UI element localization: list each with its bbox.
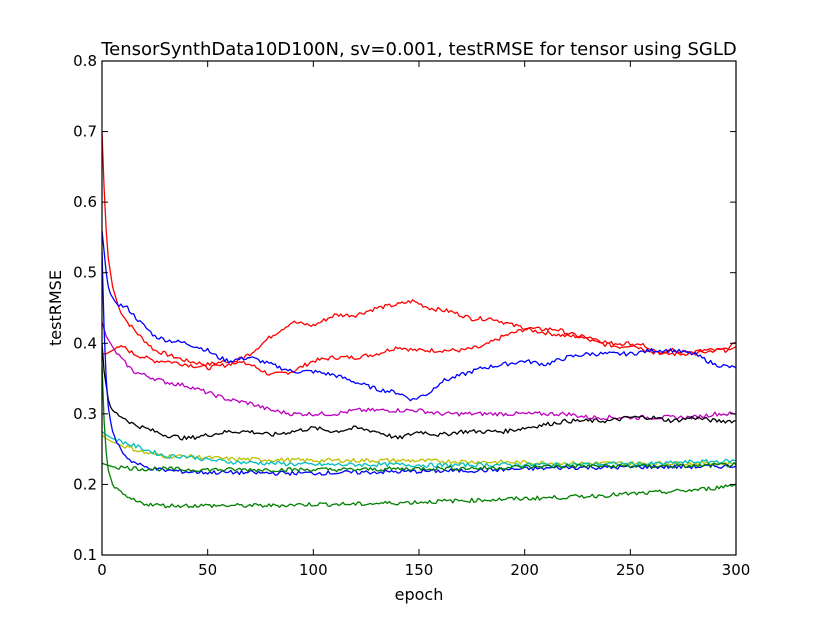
series-line-5 <box>102 343 736 441</box>
x-tick-label: 300 <box>722 561 751 579</box>
series-line-6 <box>102 434 736 467</box>
x-tick-label: 100 <box>299 561 328 579</box>
series-layer <box>102 131 736 509</box>
series-line-1 <box>102 131 736 376</box>
x-tick-label: 50 <box>198 561 217 579</box>
y-tick-label: 0.8 <box>73 52 97 70</box>
series-line-2 <box>102 299 736 371</box>
y-tick-label: 0.5 <box>73 264 97 282</box>
y-tick-label: 0.2 <box>73 475 97 493</box>
y-tick-label: 0.1 <box>73 546 97 564</box>
series-line-3 <box>102 230 736 402</box>
y-tick-label: 0.6 <box>73 193 97 211</box>
y-axis-label: testRMSE <box>46 270 65 346</box>
y-tick-label: 0.4 <box>73 334 97 352</box>
y-tick-label: 0.7 <box>73 123 97 141</box>
plot-area: 0 50 100 150 200 250 300 0.1 0.2 0.3 0.4 0.5 0.6 0.7… <box>73 52 750 579</box>
series-line-4 <box>102 321 736 421</box>
x-tick-label: 200 <box>510 561 539 579</box>
x-axis-label: epoch <box>395 585 444 604</box>
y-tick-label: 0.3 <box>73 405 97 423</box>
series-line-9 <box>102 462 736 473</box>
y-axis-ticks: 0.1 0.2 0.3 0.4 0.5 0.6 0.7 0.8 <box>73 52 736 564</box>
x-axis-ticks: 0 50 100 150 200 250 300 <box>97 61 750 579</box>
series-line-7 <box>102 431 736 469</box>
chart-title: TensorSynthData10D100N, sv=0.001, testRM… <box>100 39 737 60</box>
x-tick-label: 250 <box>616 561 645 579</box>
x-tick-label: 150 <box>405 561 434 579</box>
x-tick-label: 0 <box>97 561 107 579</box>
series-line-10 <box>102 364 736 509</box>
